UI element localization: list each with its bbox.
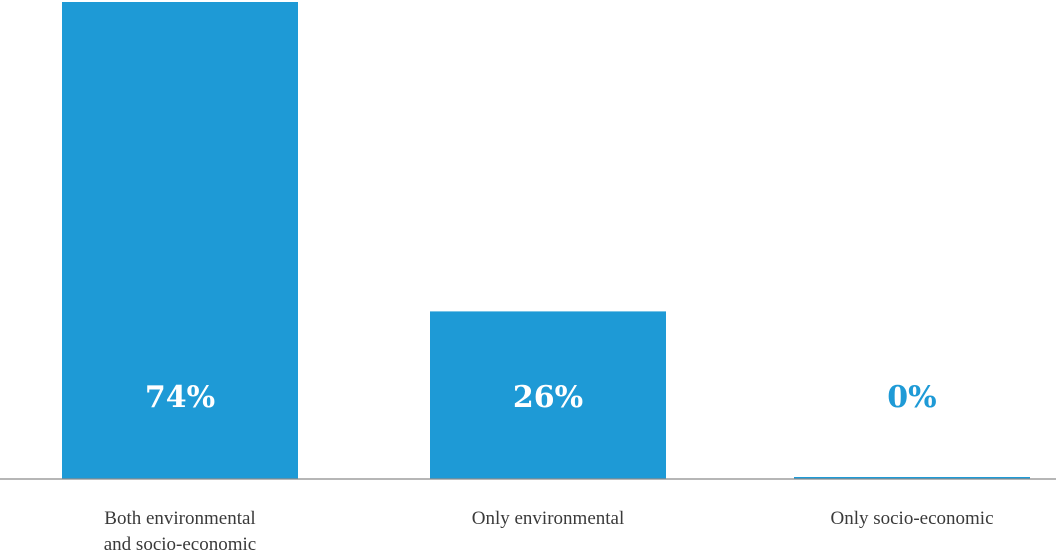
bar-1 <box>430 311 666 479</box>
bar-0 <box>62 2 298 479</box>
category-label-1: Only environmental <box>472 508 625 529</box>
labels-group: 74% Both environmental and socio-economic 2… <box>104 380 994 551</box>
bars-group <box>62 2 1030 479</box>
value-label-1: 26% <box>513 380 583 415</box>
bar-zero-marker-2 <box>794 477 1030 479</box>
category-label-2: Only socio-economic <box>830 508 993 529</box>
category-label-0-line-1: and socio-economic <box>104 534 256 551</box>
value-label-2: 0% <box>887 380 936 415</box>
value-label-0: 74% <box>145 380 215 415</box>
category-label-0-line-0: Both environmental <box>104 508 255 529</box>
